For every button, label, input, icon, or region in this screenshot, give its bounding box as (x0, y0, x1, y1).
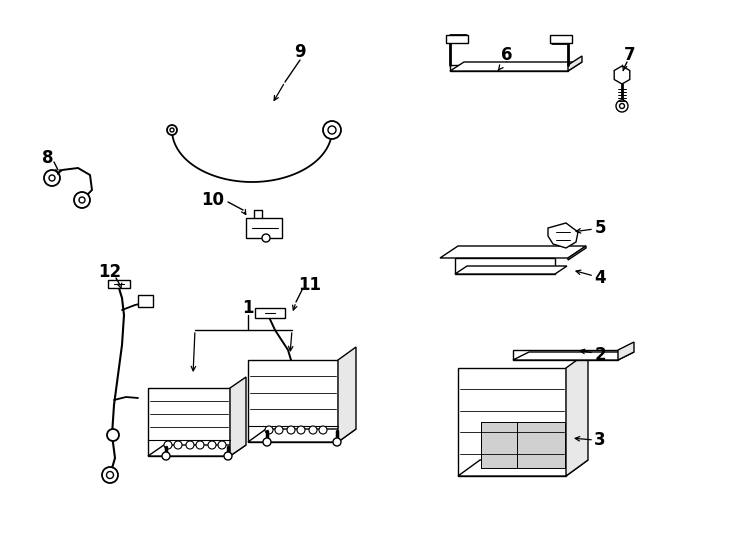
Text: 5: 5 (595, 219, 606, 237)
Circle shape (74, 192, 90, 208)
Circle shape (44, 170, 60, 186)
Polygon shape (148, 445, 246, 456)
Circle shape (106, 471, 114, 478)
Circle shape (287, 426, 295, 434)
Text: 11: 11 (299, 276, 321, 294)
Bar (458, 368, 566, 476)
Circle shape (263, 438, 271, 446)
Circle shape (49, 175, 55, 181)
Text: 4: 4 (595, 269, 606, 287)
Text: 8: 8 (43, 149, 54, 167)
Text: 1: 1 (242, 299, 254, 317)
Text: 10: 10 (202, 191, 225, 209)
Polygon shape (566, 352, 588, 476)
Text: 12: 12 (98, 263, 122, 281)
Circle shape (167, 125, 177, 135)
Polygon shape (450, 62, 582, 71)
Polygon shape (255, 308, 285, 318)
Circle shape (275, 426, 283, 434)
Bar (513, 350, 618, 360)
Bar (246, 218, 282, 238)
Text: 3: 3 (595, 431, 606, 449)
Text: 7: 7 (624, 46, 636, 64)
Circle shape (288, 364, 300, 376)
Bar (248, 360, 338, 442)
Circle shape (323, 121, 341, 139)
Circle shape (102, 467, 118, 483)
Polygon shape (455, 266, 567, 274)
Polygon shape (248, 429, 356, 442)
Circle shape (162, 452, 170, 460)
Polygon shape (230, 377, 246, 456)
Circle shape (174, 441, 182, 449)
Circle shape (319, 426, 327, 434)
Circle shape (208, 441, 216, 449)
Circle shape (262, 234, 270, 242)
Circle shape (265, 426, 273, 434)
Circle shape (297, 426, 305, 434)
Circle shape (619, 104, 625, 109)
Circle shape (333, 438, 341, 446)
Circle shape (309, 426, 317, 434)
Polygon shape (550, 35, 572, 43)
Bar (450, 65, 568, 71)
Circle shape (79, 197, 85, 203)
Circle shape (218, 441, 226, 449)
Polygon shape (458, 460, 588, 476)
Circle shape (170, 128, 174, 132)
Circle shape (186, 441, 194, 449)
Polygon shape (440, 246, 586, 258)
Polygon shape (338, 347, 356, 442)
Circle shape (107, 429, 119, 441)
Polygon shape (108, 280, 130, 288)
Polygon shape (618, 342, 634, 360)
Text: 9: 9 (294, 43, 306, 61)
Bar (138, 295, 153, 307)
Polygon shape (614, 66, 630, 84)
Polygon shape (568, 246, 586, 260)
Text: 2: 2 (595, 346, 606, 364)
Bar (455, 258, 555, 274)
Circle shape (224, 452, 232, 460)
Circle shape (616, 100, 628, 112)
Bar (148, 388, 230, 456)
Circle shape (164, 441, 172, 449)
Circle shape (328, 126, 336, 134)
Polygon shape (548, 223, 578, 248)
Circle shape (196, 441, 204, 449)
Polygon shape (446, 35, 468, 43)
Polygon shape (481, 422, 565, 468)
Polygon shape (513, 352, 634, 360)
Text: 6: 6 (501, 46, 513, 64)
Polygon shape (568, 56, 582, 71)
Circle shape (291, 368, 297, 373)
